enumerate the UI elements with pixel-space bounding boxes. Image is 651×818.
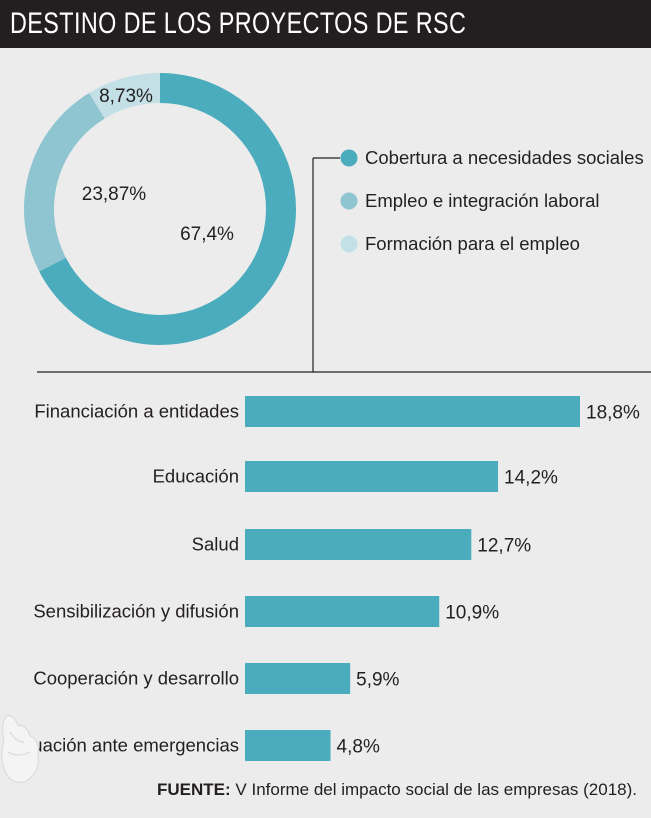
legend-swatch	[340, 235, 358, 253]
bar-category-label: Financiación a entidades	[34, 401, 239, 422]
donut-value-label: 8,73%	[99, 86, 153, 107]
bar-category-label: Cooperación y desarrollo	[33, 668, 239, 689]
source-text: V Informe del impacto social de las empr…	[230, 780, 637, 799]
legend-connector	[37, 157, 651, 373]
bar-category-label: Salud	[192, 534, 239, 555]
donut-slice	[24, 92, 105, 272]
bar	[245, 461, 499, 492]
donut-slice	[89, 73, 160, 119]
legend-swatch	[340, 149, 358, 167]
source-label: FUENTE:	[157, 780, 231, 799]
bar	[245, 529, 472, 560]
legend-swatch	[340, 192, 358, 210]
donut-chart	[24, 73, 297, 345]
bar-value-label: 4,8%	[337, 737, 380, 758]
bar	[245, 663, 351, 694]
bar-category-label: Educación	[153, 466, 239, 487]
bar	[245, 596, 440, 627]
donut-value-labels: 67,4% 23,87% 8,73%	[82, 86, 234, 245]
header-bar: DESTINO DE LOS PROYECTOS DE RSC	[0, 0, 651, 48]
donut-value-label: 23,87%	[82, 184, 147, 205]
chart-title: DESTINO DE LOS PROYECTOS DE RSC	[10, 7, 467, 40]
legend: Cobertura a necesidades sociales Empleo e…	[340, 147, 644, 254]
bar-value-label: 10,9%	[445, 603, 499, 624]
bar	[245, 730, 331, 761]
bar-category-label: Sensibilización y difusión	[33, 601, 239, 622]
bar-value-label: 12,7%	[477, 536, 531, 557]
bar-value-label: 5,9%	[356, 670, 399, 691]
source-footer: FUENTE: V Informe del impacto social de …	[157, 780, 637, 800]
bar	[245, 396, 580, 427]
bar-value-label: 14,2%	[504, 468, 558, 489]
legend-label: Formación para el empleo	[365, 233, 580, 254]
donut-value-label: 67,4%	[180, 224, 234, 245]
bar-category-label: Actuación ante emergencias	[6, 735, 239, 756]
bar-value-label: 18,8%	[586, 403, 640, 424]
hand-illustration	[1, 715, 39, 783]
bar-chart: Financiación a entidades 18,8% Educación 14…	[6, 396, 640, 761]
legend-label: Empleo e integración laboral	[365, 190, 599, 211]
legend-label: Cobertura a necesidades sociales	[365, 147, 644, 168]
